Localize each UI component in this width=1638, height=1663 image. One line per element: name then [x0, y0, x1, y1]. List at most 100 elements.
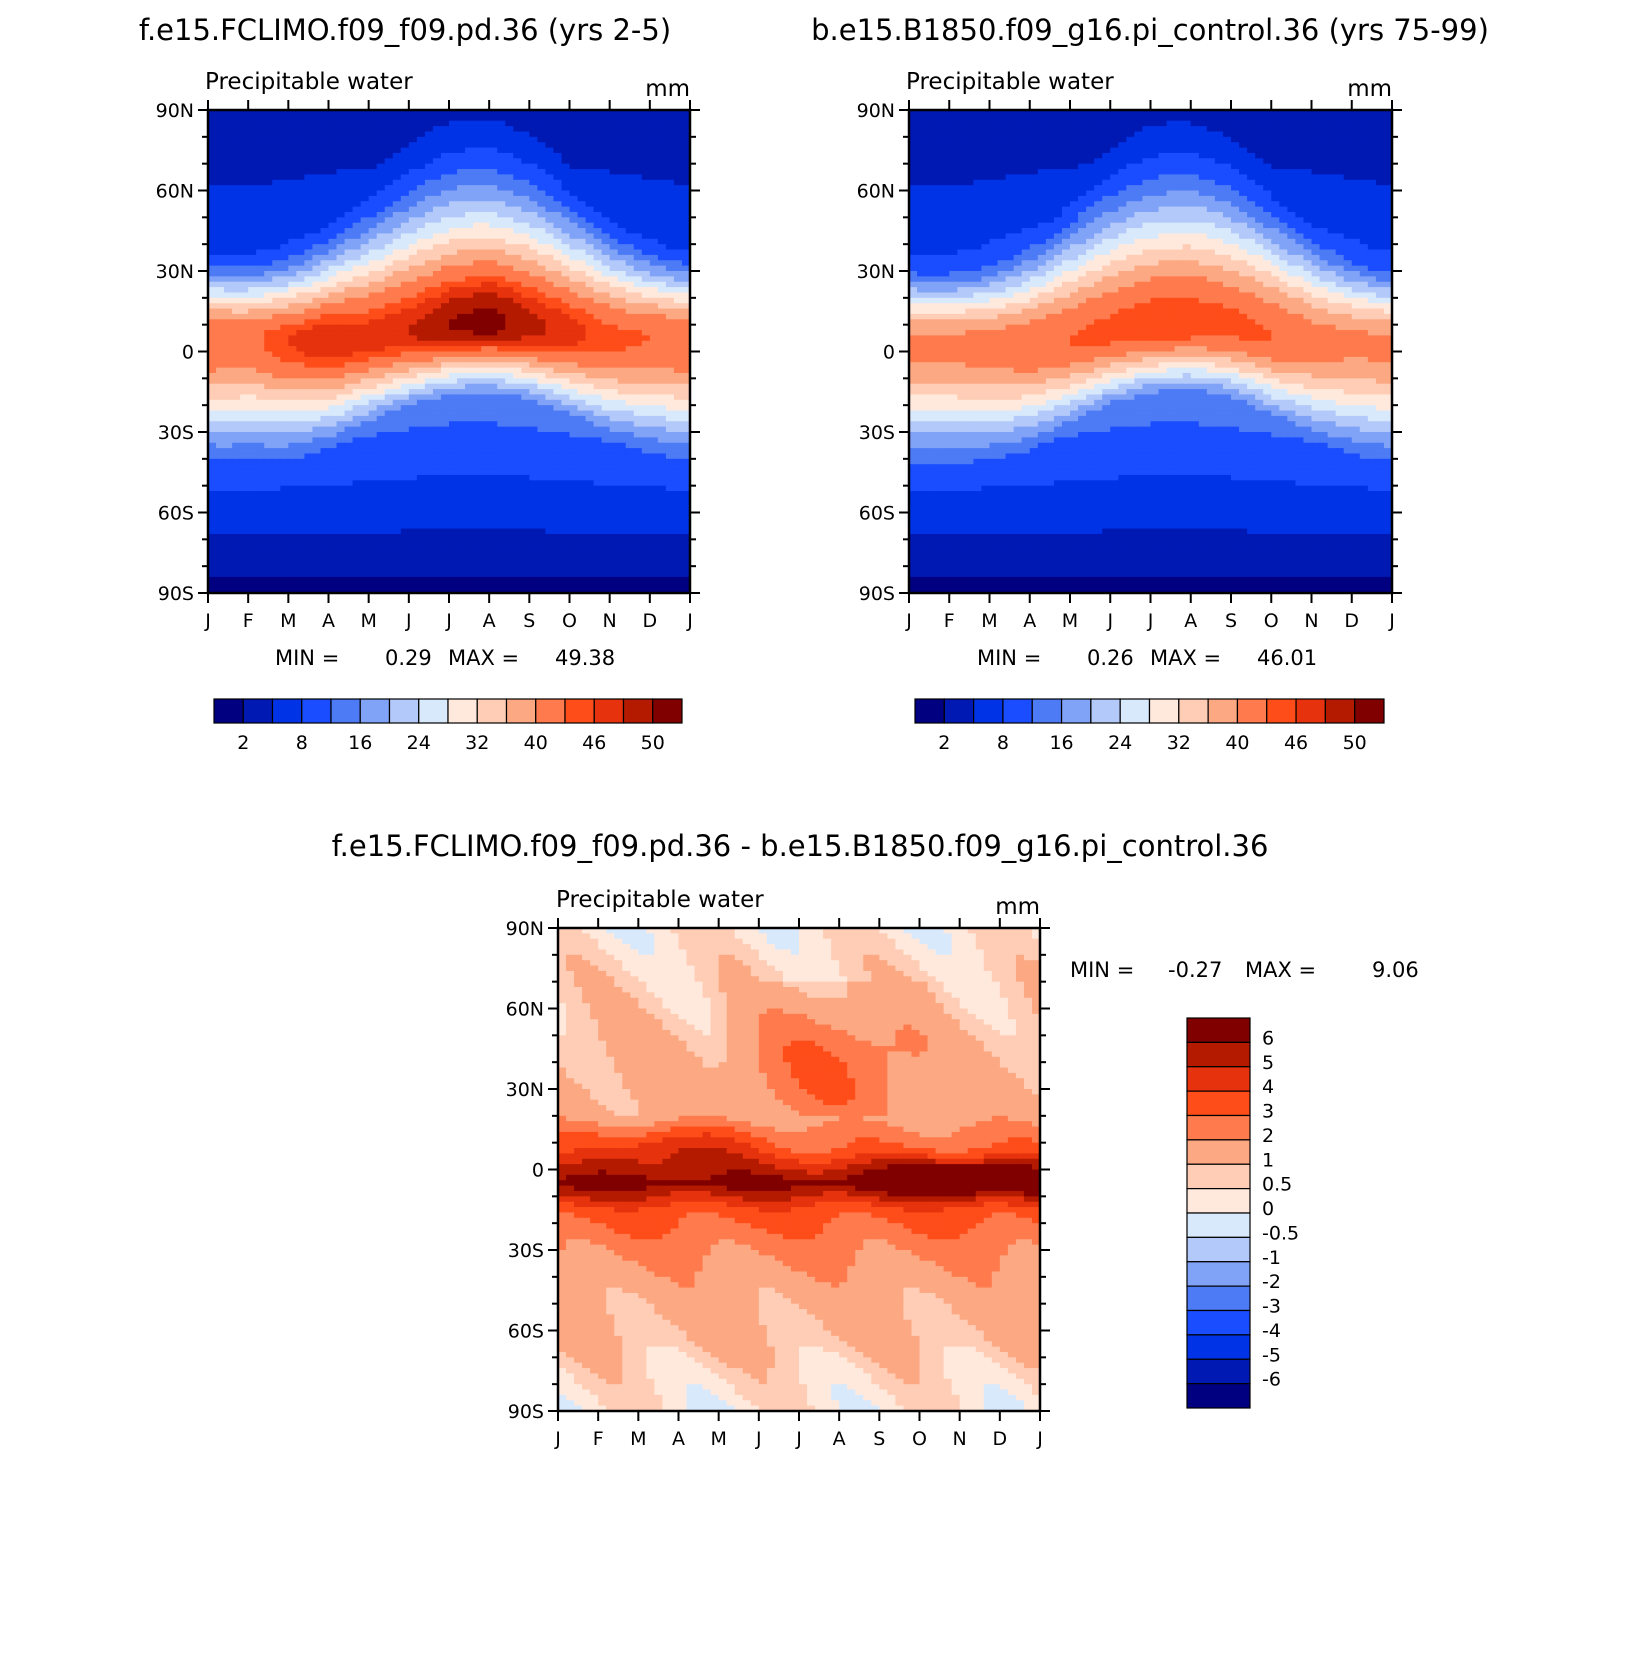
contour-cell — [465, 158, 474, 165]
contour-cell — [312, 110, 322, 116]
contour-cell — [481, 276, 490, 283]
contour-cell — [216, 383, 225, 390]
contour-cell — [256, 383, 265, 390]
contour-cell — [216, 464, 225, 471]
contour-cell — [320, 249, 330, 256]
contour-cell — [352, 378, 362, 385]
contour-cell — [288, 287, 297, 294]
contour-cell — [665, 491, 675, 497]
contour-cell — [609, 426, 619, 433]
contour-cell — [473, 308, 482, 315]
contour-cell — [457, 544, 466, 551]
contour-cell — [248, 383, 257, 390]
contour-cell — [465, 217, 474, 224]
contour-cell — [240, 152, 249, 159]
contour-cell — [529, 539, 538, 546]
contour-cell — [601, 265, 611, 272]
contour-cell — [392, 340, 402, 347]
contour-cell — [288, 437, 297, 444]
contour-cell — [280, 195, 289, 202]
contour-cell — [272, 201, 281, 208]
contour-cell — [505, 303, 514, 310]
contour-cell — [408, 201, 418, 208]
contour-cell — [649, 356, 659, 363]
contour-cell — [384, 169, 394, 175]
contour-cell — [561, 211, 571, 218]
contour-cell — [360, 206, 370, 213]
contour-cell — [457, 303, 466, 310]
contour-cell — [368, 362, 378, 369]
contour-cell — [344, 458, 354, 465]
contour-cell — [272, 292, 281, 299]
contour-cell — [449, 426, 458, 433]
contour-cell — [392, 206, 402, 213]
contour-cell — [625, 254, 635, 261]
contour-cell — [577, 206, 587, 213]
contour-cell — [609, 244, 619, 251]
contour-cell — [641, 276, 651, 283]
contour-cell — [232, 276, 241, 283]
contour-cell — [432, 206, 442, 213]
contour-cell — [352, 233, 362, 240]
contour-cell — [336, 179, 346, 186]
contour-cell — [681, 426, 690, 433]
contour-cell — [577, 453, 587, 460]
contour-cell — [593, 313, 603, 320]
contour-cell — [344, 158, 354, 165]
contour-cell — [657, 480, 667, 487]
contour-cell — [585, 367, 595, 374]
contour-cell — [224, 335, 233, 342]
contour-cell — [585, 260, 595, 267]
contour-cell — [449, 346, 458, 353]
contour-cell — [280, 340, 289, 347]
contour-cell — [657, 351, 667, 358]
contour-cell — [609, 147, 619, 154]
contour-cell — [657, 544, 667, 551]
contour-cell — [513, 297, 522, 304]
contour-cell — [449, 533, 458, 540]
contour-cell — [521, 276, 530, 283]
contour-cell — [537, 292, 546, 299]
contour-cell — [545, 507, 555, 514]
contour-cell — [481, 142, 490, 149]
contour-cell — [352, 389, 362, 396]
contour-cell — [537, 442, 546, 449]
contour-cell — [272, 152, 281, 159]
contour-cell — [440, 131, 450, 138]
contour-cell — [537, 131, 546, 138]
contour-cell — [561, 351, 571, 358]
contour-cell — [513, 174, 522, 181]
contour-cell — [240, 195, 249, 202]
contour-cell — [561, 244, 571, 251]
contour-cell — [240, 523, 249, 530]
contour-cell — [256, 287, 265, 294]
contour-cell — [585, 126, 595, 133]
contour-cell — [577, 335, 587, 342]
contour-cell — [256, 550, 265, 557]
contour-cell — [440, 185, 450, 192]
contour-cell — [649, 415, 659, 422]
contour-cell — [665, 533, 675, 540]
contour-cell — [641, 517, 651, 524]
contour-cell — [673, 501, 683, 508]
contour-cell — [617, 351, 627, 358]
contour-cell — [481, 211, 490, 218]
contour-cell — [609, 238, 619, 245]
contour-cell — [296, 158, 305, 165]
contour-cell — [513, 351, 522, 358]
contour-cell — [449, 222, 458, 229]
contour-cell — [432, 517, 442, 524]
contour-cell — [208, 501, 217, 508]
contour-cell — [521, 249, 530, 256]
contour-cell — [545, 356, 555, 363]
contour-cell — [609, 169, 619, 175]
contour-cell — [352, 228, 362, 235]
contour-cell — [473, 523, 482, 530]
contour-cell — [537, 405, 546, 412]
contour-cell — [529, 474, 538, 481]
contour-cell — [328, 485, 338, 492]
contour-cell — [505, 346, 514, 353]
contour-cell — [569, 249, 579, 256]
contour-cell — [521, 126, 530, 133]
contour-cell — [416, 544, 426, 551]
